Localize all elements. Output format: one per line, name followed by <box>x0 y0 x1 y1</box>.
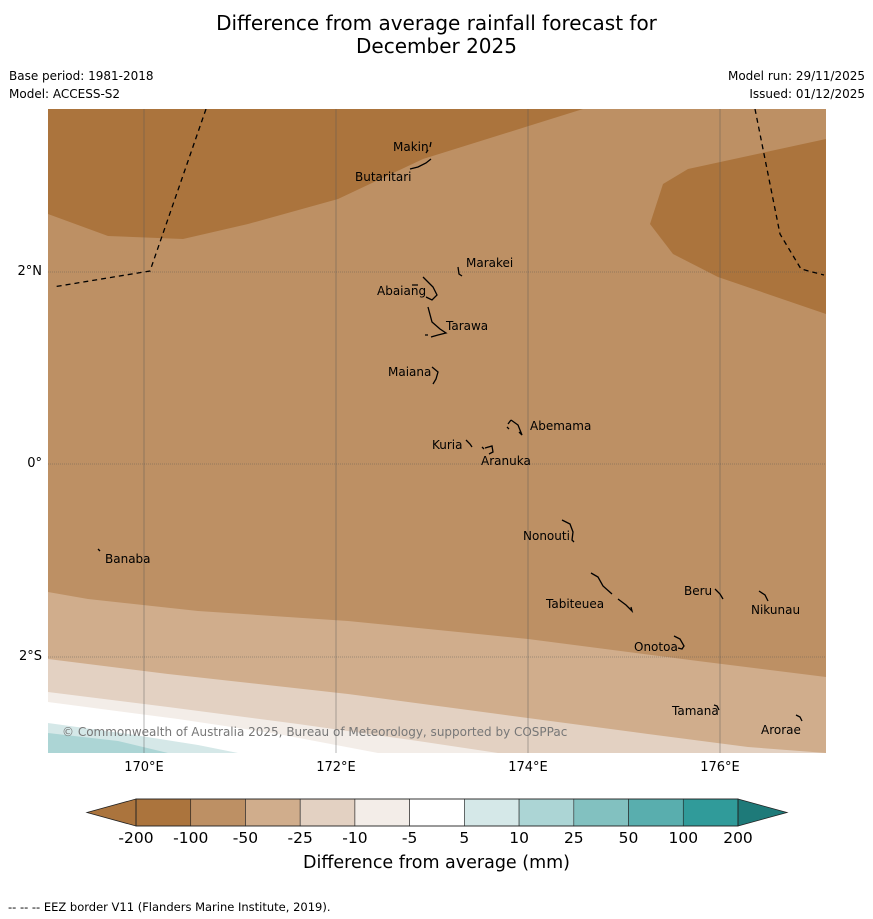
title-line-1: Difference from average rainfall forecas… <box>216 11 657 35</box>
colorbar-arrow-right <box>737 798 789 827</box>
island-shapes <box>97 141 803 722</box>
colorbar <box>85 798 789 827</box>
dry-zone-north <box>48 109 583 239</box>
colorbar-segment <box>518 798 575 827</box>
model-run: Model run: 29/11/2025 <box>727 69 865 83</box>
label-butaritari: Butaritari <box>355 170 412 184</box>
colorbar-tick-label: 50 <box>618 829 639 847</box>
label-abemama: Abemama <box>530 419 591 433</box>
lat-label-0: 0° <box>27 456 42 471</box>
label-aranuka: Aranuka <box>481 454 531 468</box>
label-nikunau: Nikunau <box>751 603 800 617</box>
label-banaba: Banaba <box>105 552 151 566</box>
colorbar-title: Difference from average (mm) <box>302 853 571 873</box>
colorbar-segments <box>135 798 739 827</box>
label-kuria: Kuria <box>432 438 463 452</box>
label-tarawa: Tarawa <box>445 319 488 333</box>
title-line-2: December 2025 <box>356 34 517 58</box>
colorbar-segment <box>464 798 520 827</box>
colorbar-segment <box>628 798 684 827</box>
label-onotoa: Onotoa <box>634 640 678 654</box>
colorbar-tick-label: -10 <box>342 829 368 847</box>
meta-left: Base period: 1981-2018 Model: ACCESS-S2 <box>9 67 154 103</box>
colorbar-segment <box>573 798 629 827</box>
graticule <box>48 109 826 753</box>
colorbar-tick-label: -50 <box>232 829 259 847</box>
label-beru: Beru <box>684 584 712 598</box>
model-name: Model: ACCESS-S2 <box>9 87 121 101</box>
copyright-notice: © Commonwealth of Australia 2025, Bureau… <box>62 725 567 739</box>
colorbar-tick-label: 100 <box>668 829 699 847</box>
label-tabiteuea: Tabiteuea <box>545 597 604 611</box>
colorbar-segment <box>299 798 356 827</box>
label-abaiang: Abaiang <box>377 284 426 298</box>
colorbar-tick-label: -100 <box>173 829 209 847</box>
label-makin: Makin <box>393 140 429 154</box>
label-maiana: Maiana <box>388 365 431 379</box>
colorbar-frame <box>135 798 739 827</box>
colorbar-tick-label: 25 <box>563 829 584 847</box>
label-nonouti: Nonouti <box>523 529 570 543</box>
lon-label-176e: 176°E <box>700 760 740 775</box>
colorbar-tick-label: -5 <box>401 829 418 847</box>
lat-label-2s: 2°S <box>18 649 42 664</box>
label-arorae: Arorae <box>761 723 801 737</box>
map-title: Difference from average rainfall forecas… <box>0 12 873 58</box>
colorbar-segment <box>409 798 465 827</box>
issued-date: Issued: 01/12/2025 <box>749 87 865 101</box>
colorbar-segment <box>245 798 301 827</box>
lat-label-2n: 2°N <box>17 264 43 279</box>
colorbar-tick-label: 200 <box>723 829 753 847</box>
colorbar-arrow-left <box>85 798 137 827</box>
lon-label-170e: 170°E <box>124 760 164 775</box>
colorbar-tick-label: 10 <box>509 829 529 847</box>
base-period: Base period: 1981-2018 <box>9 69 154 83</box>
lon-label-174e: 174°E <box>508 760 548 775</box>
colorbar-segment <box>135 798 192 827</box>
band-plus10 <box>48 733 168 753</box>
lon-label-172e: 172°E <box>316 760 356 775</box>
colorbar-segment <box>190 798 246 827</box>
dry-zone-east <box>650 139 826 314</box>
colorbar-tick-label: -200 <box>118 829 154 847</box>
label-marakei: Marakei <box>466 256 513 270</box>
eez-border <box>52 109 825 288</box>
island-labels: Makin Butaritari Marakei Abaiang Tarawa … <box>105 140 801 737</box>
colorbar-tick-label: 5 <box>459 829 470 847</box>
colorbar-segment <box>682 798 739 827</box>
colorbar-tick-label: -25 <box>287 829 313 847</box>
label-tamana: Tamana <box>671 704 719 718</box>
colorbar-segment <box>354 798 410 827</box>
forecast-map: Makin Butaritari Marakei Abaiang Tarawa … <box>48 109 826 753</box>
meta-right: Model run: 29/11/2025 Issued: 01/12/2025 <box>728 67 865 103</box>
eez-footnote: -- -- -- EEZ border V11 (Flanders Marine… <box>8 900 331 914</box>
